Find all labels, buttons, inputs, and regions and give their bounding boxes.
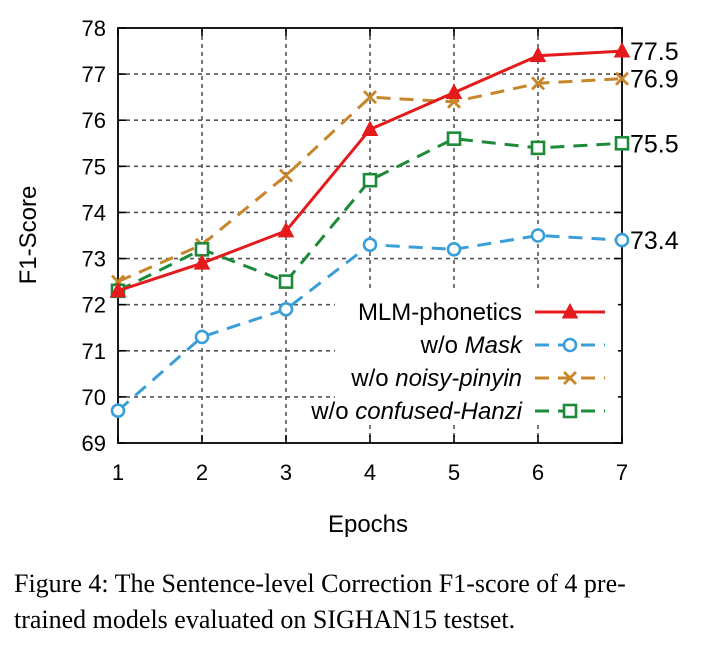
y-tick-label: 74 xyxy=(82,200,106,225)
data-point-marker xyxy=(446,242,462,257)
data-point-marker xyxy=(530,140,546,156)
end-value-label: 73.4 xyxy=(630,227,679,255)
x-tick-label: 7 xyxy=(616,460,628,485)
f1-score-line-chart: 1 2 3 4 5 6 7 69 70 71 72 73 74 75 76 77 78 73.4 76.9 75.5… xyxy=(15,16,679,538)
y-tick-label: 72 xyxy=(82,293,106,318)
legend: MLM-phonetics w/o Mask w/o noisy-pinyin w/o… xyxy=(310,290,618,425)
x-tick-label: 1 xyxy=(112,460,124,485)
x-tick-label: 5 xyxy=(448,460,460,485)
series-lines xyxy=(109,41,631,419)
data-point-marker xyxy=(278,301,294,317)
data-point-marker xyxy=(278,274,294,289)
data-point-marker xyxy=(446,131,462,146)
legend-marker xyxy=(562,403,578,419)
x-axis-label: Epochs xyxy=(328,511,408,538)
legend-label: w/o confused-Hanzi xyxy=(310,398,522,425)
data-point-marker xyxy=(277,221,295,238)
data-point-marker xyxy=(361,120,379,136)
legend-marker xyxy=(563,371,577,385)
figure-caption: Figure 4: The Sentence-level Correction … xyxy=(14,569,626,634)
data-point-marker xyxy=(110,403,126,419)
y-axis-label: F1-Score xyxy=(15,186,42,285)
data-point-marker xyxy=(194,242,210,257)
data-point-marker xyxy=(445,83,463,100)
data-point-marker xyxy=(614,135,630,151)
end-value-labels: 73.4 76.9 75.5 77.5 xyxy=(630,38,679,255)
data-point-marker xyxy=(279,168,293,183)
x-tick-label: 4 xyxy=(364,460,376,485)
data-point-marker xyxy=(530,228,546,243)
data-point-marker xyxy=(531,76,545,91)
data-point-marker xyxy=(109,281,127,298)
data-point-marker xyxy=(363,90,377,105)
tick-labels: 1 2 3 4 5 6 7 69 70 71 72 73 74 75 76 77 78 xyxy=(82,16,629,485)
x-tick-label: 2 xyxy=(196,460,208,485)
legend-label: MLM-phonetics xyxy=(358,299,522,326)
end-value-label: 77.5 xyxy=(630,38,679,66)
y-tick-label: 71 xyxy=(82,339,106,364)
data-point-marker xyxy=(362,237,378,253)
legend-label: w/o Mask xyxy=(420,332,524,359)
x-tick-label: 3 xyxy=(280,460,292,485)
legend-marker xyxy=(561,302,579,319)
legend-marker xyxy=(562,337,578,353)
y-tick-label: 77 xyxy=(82,62,106,87)
data-point-marker xyxy=(529,46,547,63)
x-tick-label: 6 xyxy=(532,460,544,485)
y-tick-label: 78 xyxy=(82,16,106,41)
y-tick-label: 70 xyxy=(82,385,106,410)
end-value-label: 76.9 xyxy=(630,66,679,94)
grid-lines xyxy=(118,28,622,443)
y-tick-label: 75 xyxy=(82,154,106,179)
data-point-marker xyxy=(362,172,378,188)
y-tick-label: 69 xyxy=(82,431,106,456)
end-value-label: 75.5 xyxy=(630,130,679,158)
y-tick-label: 76 xyxy=(82,108,106,133)
data-point-marker xyxy=(613,41,631,58)
data-point-marker xyxy=(193,254,211,270)
data-point-marker xyxy=(615,71,629,86)
y-tick-label: 73 xyxy=(82,247,106,272)
legend-label: w/o noisy-pinyin xyxy=(350,365,522,392)
data-point-marker xyxy=(194,329,210,345)
data-point-marker xyxy=(614,232,630,248)
